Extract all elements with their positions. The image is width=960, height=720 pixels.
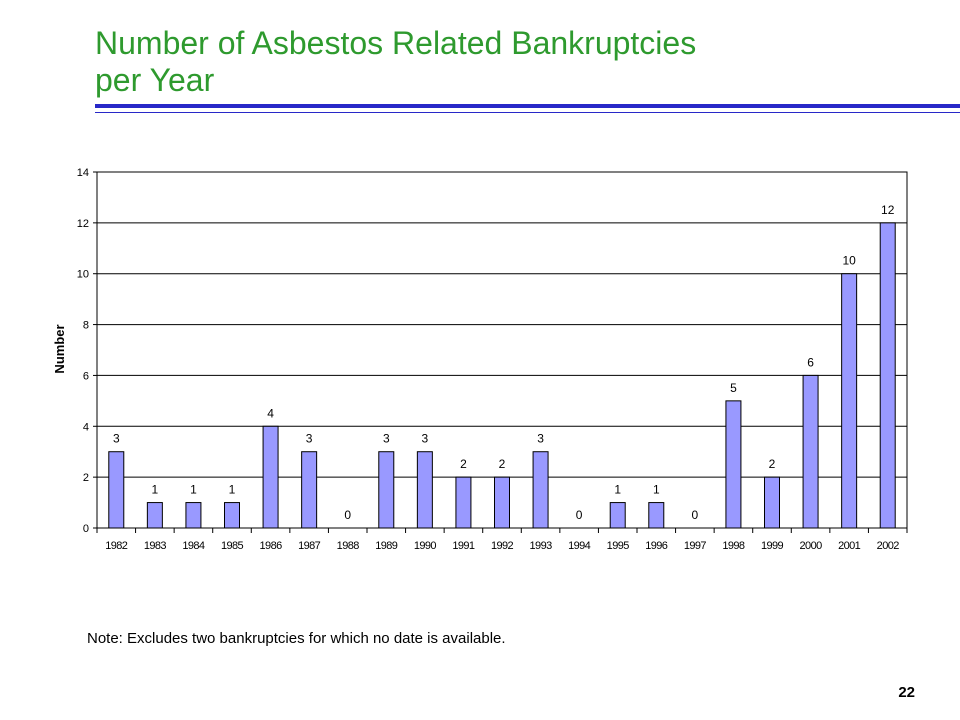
data-label: 0 <box>576 508 583 522</box>
x-tick-label: 1992 <box>491 540 514 552</box>
gridlines <box>97 171 907 478</box>
x-tick-label: 1999 <box>761 540 784 552</box>
x-tick-label: 2000 <box>800 540 823 552</box>
data-label: 2 <box>499 457 506 471</box>
y-tick-label: 2 <box>83 472 89 484</box>
slide-title-line-2: per Year <box>95 62 215 98</box>
x-tick-label: 1995 <box>607 540 630 552</box>
x-tick-label: 1998 <box>722 540 745 552</box>
data-label: 3 <box>306 432 313 446</box>
x-tick-label: 1994 <box>568 540 591 552</box>
data-label: 0 <box>692 508 699 522</box>
bar <box>648 502 665 529</box>
bar <box>764 476 780 529</box>
x-tick-label: 2001 <box>838 540 861 552</box>
data-label: 3 <box>422 432 429 446</box>
bar <box>301 451 318 529</box>
data-label: 6 <box>807 355 814 369</box>
y-tick-label: 10 <box>77 269 89 281</box>
axes <box>93 171 908 533</box>
y-tick-label: 0 <box>83 523 89 535</box>
data-label: 3 <box>383 432 390 446</box>
x-tick-label: 1982 <box>105 540 128 552</box>
bar <box>224 502 240 529</box>
title-underline-thick <box>95 104 960 108</box>
title-underline-thin <box>95 112 960 113</box>
data-label: 2 <box>769 457 776 471</box>
x-tick-label: 1996 <box>645 540 668 552</box>
x-tick-label: 1991 <box>452 540 475 552</box>
x-tick-label: 1983 <box>144 540 167 552</box>
footnote: Note: Excludes two bankruptcies for whic… <box>87 630 506 647</box>
bars <box>108 222 896 529</box>
bar <box>108 451 125 529</box>
x-tick-label: 1984 <box>182 540 205 552</box>
x-tick-label: 1997 <box>684 540 707 552</box>
data-label: 12 <box>881 203 895 217</box>
plot-area-border <box>96 171 908 529</box>
data-label: 1 <box>614 483 621 497</box>
y-tick-label: 12 <box>77 218 89 230</box>
data-label: 3 <box>113 432 120 446</box>
data-label: 2 <box>460 457 467 471</box>
bar <box>532 451 549 529</box>
y-tick-label: 8 <box>83 320 89 332</box>
x-tick-label: 1988 <box>337 540 360 552</box>
bar <box>185 502 202 529</box>
bar <box>802 374 819 529</box>
x-tick-label: 1990 <box>414 540 437 552</box>
data-label: 1 <box>190 483 197 497</box>
data-label: 5 <box>730 381 737 395</box>
data-label: 4 <box>267 406 274 420</box>
y-tick-label: 4 <box>83 421 89 433</box>
data-label: 1 <box>653 483 660 497</box>
bar <box>146 502 163 529</box>
bar <box>841 273 858 529</box>
bar <box>494 476 510 529</box>
bar <box>609 502 626 529</box>
bar <box>725 400 742 529</box>
x-tick-labels: 1982 1983 1984 1985 1986 1987 1988 1989 1990 1991… <box>105 540 900 552</box>
x-tick-label: 1985 <box>221 540 244 552</box>
x-tick-label: 2002 <box>877 540 900 552</box>
x-tick-label: 1993 <box>530 540 553 552</box>
y-tick-labels: 0 2 4 6 8 10 12 14 <box>77 167 89 535</box>
bar <box>416 451 433 529</box>
y-tick-label: 14 <box>77 167 89 179</box>
data-label: 1 <box>152 483 159 497</box>
bar <box>378 451 395 529</box>
bar <box>879 222 896 529</box>
data-label: 0 <box>344 508 351 522</box>
data-label: 10 <box>842 254 856 268</box>
slide-title-line-1: Number of Asbestos Related Bankruptcies <box>95 25 697 61</box>
bar <box>262 425 279 529</box>
slide-title: Number of Asbestos Related Bankruptcies … <box>95 25 696 99</box>
x-tick-label: 1986 <box>260 540 283 552</box>
x-tick-label: 1989 <box>375 540 398 552</box>
data-label: 1 <box>229 483 236 497</box>
data-label: 3 <box>537 432 544 446</box>
page-number: 22 <box>898 684 915 701</box>
y-tick-label: 6 <box>83 370 89 382</box>
bar <box>455 476 472 529</box>
y-axis-label: Number <box>52 324 67 373</box>
x-tick-label: 1987 <box>298 540 321 552</box>
